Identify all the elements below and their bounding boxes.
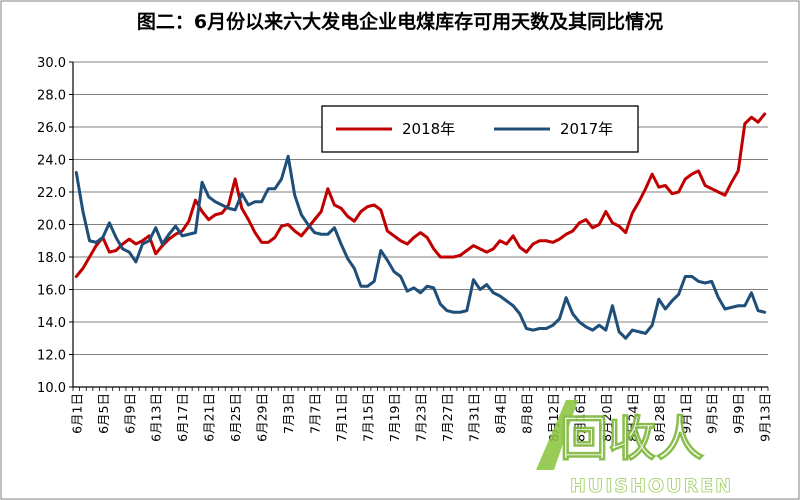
x-tick-label: 8月24日	[625, 393, 640, 442]
x-tick-label: 9月1日	[678, 393, 693, 434]
watermark-main-text: 回收人	[560, 411, 704, 467]
watermark-sub-text: HUISHOUREN	[570, 475, 733, 497]
y-tick-label: 14.0	[37, 316, 66, 331]
x-tick-label: 8月28日	[652, 393, 667, 442]
legend: 2018年 2017年	[321, 105, 639, 153]
x-tick-label: 7月3日	[281, 393, 296, 434]
x-tick-label: 6月13日	[149, 393, 164, 442]
y-tick-label: 16.0	[37, 284, 66, 299]
legend-label-2017: 2017年	[560, 120, 613, 138]
legend-label-2018: 2018年	[402, 120, 455, 138]
y-tick-label: 20.0	[37, 219, 66, 234]
x-tick-label: 7月11日	[334, 393, 349, 442]
x-tick-label: 6月9日	[122, 393, 137, 434]
x-tick-label: 6月17日	[175, 393, 190, 442]
x-tick-label: 8月4日	[493, 393, 508, 434]
x-tick-label: 6月21日	[202, 393, 217, 442]
series-line-0	[74, 112, 767, 278]
x-tick-label: 8月20日	[599, 393, 614, 442]
y-tick-label: 24.0	[37, 154, 66, 169]
x-tick-label: 7月7日	[308, 393, 323, 434]
y-tick-label: 18.0	[37, 251, 66, 266]
x-tick-label: 6月29日	[255, 393, 270, 442]
x-tick-label: 7月19日	[387, 393, 402, 442]
x-tick-labels: 6月1日 6月5日 6月9日 6月13日 6月17日 6月21日 6月25日 6月29日 7月3…	[69, 393, 772, 442]
x-tick-label: 7月27日	[440, 393, 455, 442]
watermark-logo: 回收人 HUISHOUREN	[536, 400, 733, 497]
y-tick-labels: 10.0 12.0 14.0 16.0 18.0 20.0 22.0 24.0 26.0 28.0…	[37, 56, 66, 396]
watermark-logo-leaf	[536, 400, 578, 470]
y-tick-label: 12.0	[37, 349, 66, 364]
x-tick-label: 7月23日	[414, 393, 429, 442]
x-tick-label: 8月8日	[519, 393, 534, 434]
series-lines	[74, 112, 767, 340]
x-tick-label: 6月25日	[228, 393, 243, 442]
series-line-1	[74, 154, 767, 340]
x-tick-label: 7月31日	[466, 393, 481, 442]
y-tick-label: 22.0	[37, 186, 66, 201]
x-tick-label: 6月1日	[69, 393, 84, 434]
x-tick-label: 7月15日	[361, 393, 376, 442]
y-tick-label: 10.0	[37, 381, 66, 396]
x-tick-label: 9月9日	[731, 393, 746, 434]
y-tick-label: 30.0	[37, 56, 66, 71]
y-tick-label: 26.0	[37, 121, 66, 136]
axes	[69, 61, 769, 391]
chart-title: 图二：6月份以来六大发电企业电煤库存可用天数及其同比情况	[137, 10, 663, 33]
x-tick-label: 6月5日	[96, 393, 111, 434]
x-tick-label: 9月13日	[758, 393, 773, 442]
y-tick-label: 28.0	[37, 89, 66, 104]
x-tick-label: 9月5日	[705, 393, 720, 434]
